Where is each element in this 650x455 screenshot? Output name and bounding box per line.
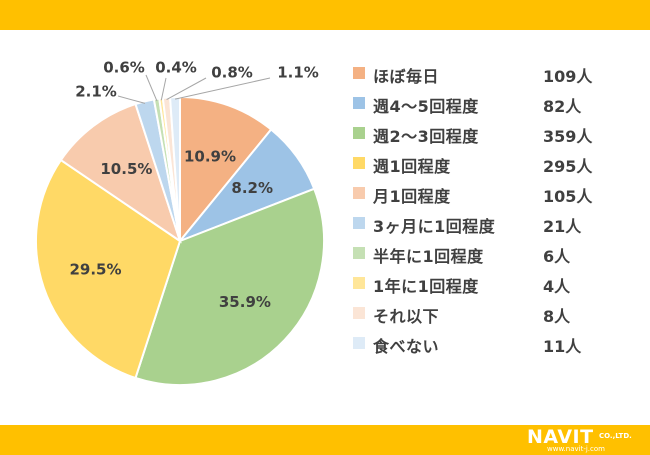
leader-line	[174, 77, 271, 100]
legend-label: 週1回程度	[373, 157, 451, 176]
slice-percent-label: 35.9%	[219, 293, 271, 311]
slice-percent-label: 0.6%	[103, 59, 145, 77]
legend-swatch	[353, 277, 365, 289]
slice-percent-label: 8.2%	[231, 179, 273, 197]
legend-item: 月1回程度 105人	[353, 178, 633, 208]
slice-percent-label: 29.5%	[69, 260, 121, 278]
legend-swatch	[353, 97, 365, 109]
logo-name: NAVIT	[527, 426, 594, 448]
leader-line	[166, 77, 207, 101]
legend-label: 食べない	[373, 337, 440, 356]
legend-swatch	[353, 247, 365, 259]
legend-swatch	[353, 187, 365, 199]
legend-count: 21人	[543, 217, 582, 236]
legend-count: 11人	[543, 337, 582, 356]
legend-label: 週2～3回程度	[373, 127, 479, 146]
legend-count: 109人	[543, 67, 593, 86]
legend-count: 4人	[543, 277, 571, 296]
legend-count: 6人	[543, 247, 571, 266]
slice-percent-label: 0.4%	[155, 59, 197, 77]
slice-percent-label: 10.9%	[184, 147, 236, 165]
slice-percent-label: 10.5%	[100, 160, 152, 178]
legend-item: 週1回程度 295人	[353, 148, 633, 178]
leader-line	[160, 77, 167, 101]
pie-slice	[35, 158, 182, 380]
legend-label: それ以下	[373, 307, 440, 326]
leader-line	[117, 95, 146, 104]
navit-logo: NAVIT CO.,LTD. www.navit-j.com	[527, 426, 645, 454]
legend-label: 半年に1回程度	[373, 247, 484, 266]
legend-count: 295人	[543, 157, 593, 176]
legend-label: ほぼ毎日	[373, 67, 440, 86]
pie-chart: 10.9% 8.2% 35.9% 29.5% 10.5% 2.1% 0.6% 0.4% 0.8%…	[35, 59, 325, 386]
legend-item: 週4～5回程度 82人	[353, 88, 633, 118]
pie-slice	[134, 187, 325, 386]
slice-percent-label: 2.1%	[75, 83, 117, 101]
legend-label: 1年に1回程度	[373, 277, 479, 296]
legend-count: 105人	[543, 187, 593, 206]
legend-item: ほぼ毎日 109人	[353, 58, 633, 88]
logo-suffix: CO.,LTD.	[599, 432, 632, 440]
legend-swatch	[353, 307, 365, 319]
legend-count: 359人	[543, 127, 593, 146]
legend-label: 月1回程度	[373, 187, 451, 206]
bottom-banner	[0, 425, 650, 455]
legend-swatch	[353, 127, 365, 139]
slice-percent-label: 1.1%	[277, 64, 319, 82]
leader-line	[145, 74, 158, 102]
legend-item: それ以下 8人	[353, 298, 633, 328]
legend-label: 週4～5回程度	[373, 97, 479, 116]
slice-percent-label: 0.8%	[211, 64, 253, 82]
logo-url: www.navit-j.com	[547, 445, 605, 453]
legend-count: 82人	[543, 97, 582, 116]
legend-count: 8人	[543, 307, 571, 326]
legend-item: 半年に1回程度 6人	[353, 238, 633, 268]
legend-swatch	[353, 337, 365, 349]
legend-swatch	[353, 157, 365, 169]
legend-item: 1年に1回程度 4人	[353, 268, 633, 298]
legend-item: 食べない 11人	[353, 328, 633, 358]
legend-item: 3ヶ月に1回程度 21人	[353, 208, 633, 238]
legend-item: 週2～3回程度 359人	[353, 118, 633, 148]
pie-slice	[59, 102, 182, 244]
top-banner	[0, 0, 650, 30]
legend-swatch	[353, 217, 365, 229]
legend-swatch	[353, 67, 365, 79]
legend-label: 3ヶ月に1回程度	[373, 217, 496, 236]
